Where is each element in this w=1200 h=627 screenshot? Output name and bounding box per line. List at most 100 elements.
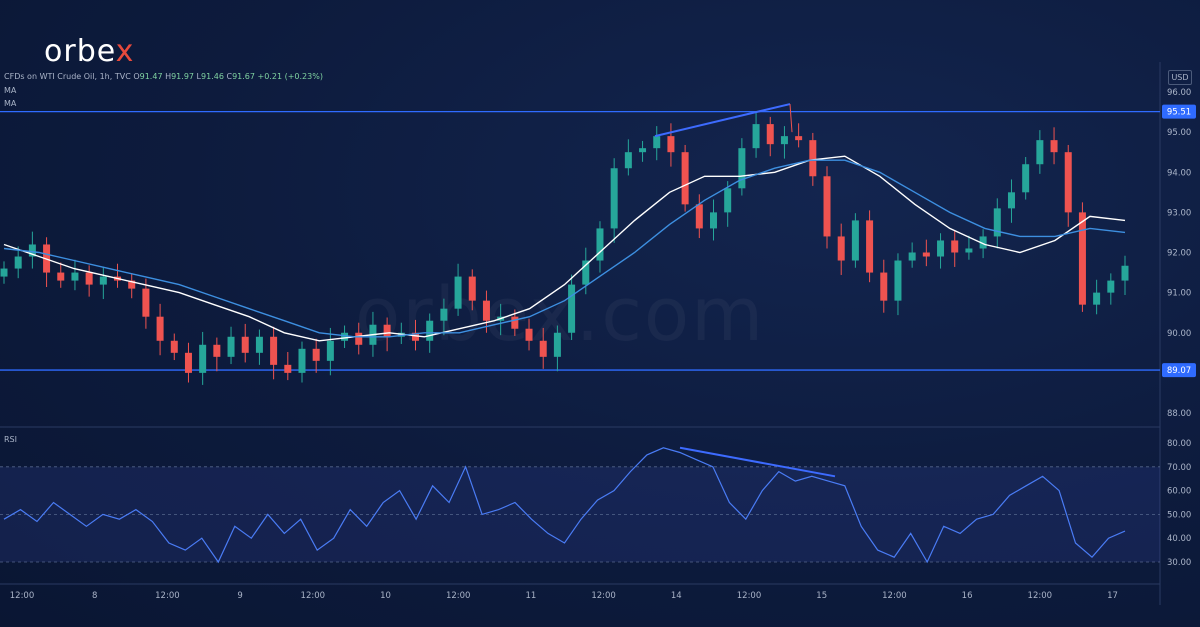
candle: [993, 198, 1001, 249]
candle-body: [1107, 280, 1115, 293]
candle-body: [780, 136, 788, 145]
candle: [1036, 130, 1044, 174]
candle: [568, 274, 576, 340]
candle-body: [142, 288, 150, 317]
candle: [184, 342, 192, 383]
candle: [114, 263, 122, 288]
candle: [199, 331, 207, 385]
candle: [1007, 179, 1015, 223]
rsi-tick-label: 70.00: [1167, 463, 1191, 473]
rsi-tick-label: 60.00: [1167, 487, 1191, 497]
candle: [71, 259, 79, 291]
candle-body: [908, 252, 916, 261]
candle-body: [1036, 140, 1044, 165]
price-tick-label: 92.00: [1167, 249, 1191, 259]
candle: [482, 290, 490, 333]
candle: [213, 337, 221, 372]
candle-body: [582, 260, 590, 285]
candle: [624, 139, 632, 176]
candle-body: [667, 136, 675, 153]
candle-body: [284, 364, 292, 373]
candle: [1121, 255, 1129, 296]
candle: [724, 181, 732, 227]
candle: [752, 111, 760, 158]
candle: [780, 126, 788, 159]
ma-legend-1: MA: [4, 86, 17, 95]
candle-body: [695, 204, 703, 229]
time-tick-label: 17: [1107, 591, 1118, 601]
candle: [1050, 127, 1058, 165]
candle: [170, 333, 178, 361]
candle-body: [213, 344, 221, 357]
candle-body: [28, 244, 36, 257]
low-label: L: [196, 72, 202, 81]
candle: [695, 194, 703, 239]
candle-body: [156, 316, 164, 341]
time-tick-label: 16: [962, 591, 973, 601]
candle: [57, 262, 65, 288]
time-tick-label: 12:00: [155, 591, 180, 601]
candle: [270, 326, 278, 380]
rsi-label: RSI: [4, 435, 17, 444]
open-label: O: [133, 72, 140, 81]
candle-body: [255, 336, 263, 353]
candle-body: [199, 344, 207, 373]
candle-body: [795, 136, 803, 141]
price-tick-label: 91.00: [1167, 289, 1191, 299]
candle-body: [326, 340, 334, 361]
candle-body: [57, 272, 65, 281]
candle-body: [596, 228, 604, 261]
candle-body: [653, 136, 661, 149]
candle: [880, 259, 888, 313]
candle: [610, 158, 618, 243]
candle-body: [511, 316, 519, 329]
candle: [639, 140, 647, 162]
candle-body: [709, 212, 717, 229]
candle-body: [681, 152, 689, 205]
symbol-legend: CFDs on WTI Crude Oil, 1h, TVC O91.47 H9…: [4, 72, 323, 81]
candle-body: [14, 256, 22, 269]
candle-body: [412, 332, 420, 341]
candle-body: [639, 148, 647, 153]
candle-body: [937, 240, 945, 257]
time-tick-label: 12:00: [737, 591, 762, 601]
candle: [28, 231, 36, 269]
rsi-trend-annotation: [679, 446, 836, 478]
candle-body: [951, 240, 959, 253]
candle: [908, 242, 916, 268]
candle: [227, 326, 235, 365]
candle: [255, 329, 263, 365]
time-tick-label: 12:00: [10, 591, 35, 601]
rsi-tick-label: 40.00: [1167, 534, 1191, 544]
price-level-label: 95.51: [1167, 108, 1191, 118]
time-tick-label: 12:00: [591, 591, 616, 601]
candle: [383, 317, 391, 352]
candle: [965, 235, 973, 260]
candle-body: [99, 276, 107, 285]
rsi-line: [3, 447, 1126, 564]
price-level-label: 89.07: [1167, 366, 1191, 376]
candle-body: [965, 248, 973, 253]
candle-body: [270, 336, 278, 365]
candle-body: [837, 236, 845, 261]
candle-body: [241, 336, 249, 353]
candle: [766, 116, 774, 157]
candle-body: [1078, 212, 1086, 305]
price-tick-label: 93.00: [1167, 208, 1191, 218]
candle: [922, 239, 930, 267]
candle: [823, 166, 831, 249]
candle-body: [922, 252, 930, 257]
close-label: C: [226, 72, 233, 81]
candle-body: [525, 328, 533, 341]
candle-body: [738, 148, 746, 189]
candle: [894, 253, 902, 316]
candle-body: [851, 220, 859, 261]
time-tick-label: 11: [525, 591, 536, 601]
currency-label: USD: [1168, 70, 1192, 85]
candle: [837, 223, 845, 275]
candle-body: [1121, 265, 1129, 281]
candle: [241, 323, 249, 363]
time-tick-label: 12:00: [882, 591, 907, 601]
